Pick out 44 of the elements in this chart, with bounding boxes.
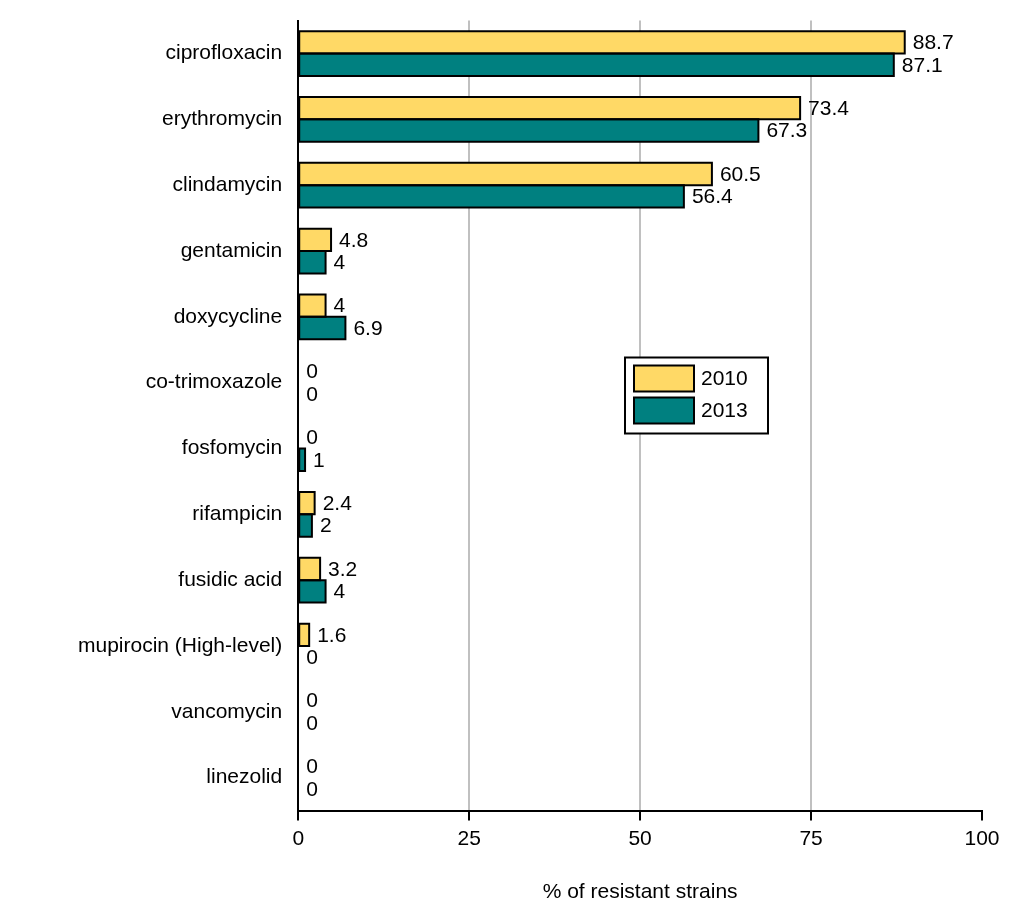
y-tick-label: clindamycin	[172, 171, 283, 195]
data-label: 4	[333, 250, 346, 274]
x-tick-label: 0	[292, 826, 305, 849]
data-label: 6.9	[353, 315, 383, 339]
data-label: 0	[306, 359, 318, 383]
x-tick-label: 75	[799, 826, 823, 849]
data-label: 87.1	[901, 52, 943, 76]
data-label: 1.6	[317, 622, 347, 646]
legend-label: 2013	[701, 398, 748, 422]
x-axis-title: % of resistant strains	[542, 879, 738, 903]
data-label: 2	[319, 513, 332, 537]
data-label: 0	[306, 645, 318, 669]
data-label: 67.3	[766, 118, 808, 142]
data-label: 1	[313, 447, 325, 471]
y-tick-label: erythromycin	[162, 106, 283, 130]
data-label: 73.4	[808, 95, 850, 119]
data-label: 0	[306, 710, 318, 734]
y-tick-label: ciprofloxacin	[165, 40, 283, 64]
y-tick-label: linezolid	[206, 764, 283, 788]
data-label: 0	[306, 776, 318, 800]
y-tick-label: rifampicin	[192, 501, 283, 525]
data-label: 88.7	[912, 30, 954, 54]
data-label: 56.4	[691, 184, 734, 208]
y-tick-label: co-trimoxazole	[145, 369, 283, 393]
x-tick-label: 50	[628, 826, 652, 849]
data-label: 2.4	[322, 490, 353, 514]
data-label: 60.5	[719, 161, 761, 185]
data-label: 3.2	[328, 556, 358, 580]
x-tick-label: 100	[964, 826, 1000, 849]
y-tick-label: doxycycline	[173, 303, 283, 327]
data-label: 0	[306, 688, 318, 712]
y-tick-label: vancomycin	[171, 698, 283, 722]
data-label: 4	[333, 293, 346, 317]
y-tick-label: mupirocin (High-level)	[77, 632, 283, 656]
y-tick-label: fusidic acid	[178, 566, 283, 590]
x-tick-label: 25	[457, 826, 481, 849]
data-label: 4.8	[339, 227, 369, 251]
data-label: 0	[306, 754, 318, 778]
data-label: 4	[333, 579, 346, 603]
data-label: 0	[306, 381, 318, 405]
data-label: 0	[306, 425, 318, 449]
legend-label: 2010	[701, 366, 748, 390]
y-tick-label: fosfomycin	[181, 435, 283, 459]
y-tick-label: gentamicin	[180, 237, 283, 261]
